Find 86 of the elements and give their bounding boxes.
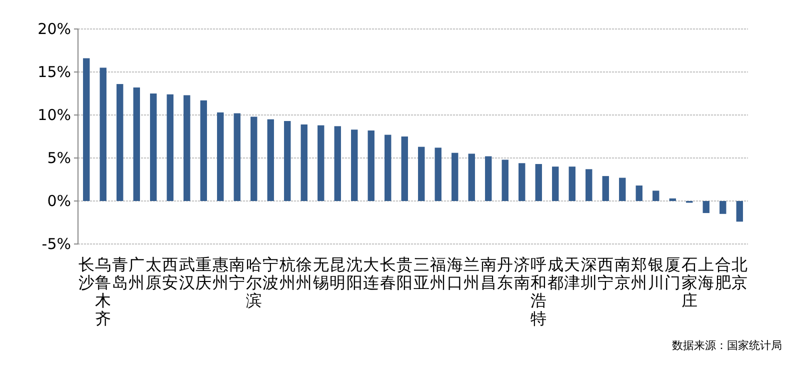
x-tick-label: 西安 [162, 255, 178, 292]
bar [702, 201, 710, 214]
bar [150, 94, 157, 201]
bar [652, 190, 660, 201]
x-tick-label: 上海 [698, 255, 714, 292]
bar [502, 160, 508, 201]
bar [184, 95, 190, 201]
bar [284, 121, 291, 201]
bar [116, 84, 124, 201]
x-tick-label: 宁波 [262, 255, 279, 292]
y-tick-label: 10% [38, 106, 71, 124]
bar [452, 152, 458, 201]
x-tick-label: 杭州 [278, 255, 296, 292]
x-tick-label: 重庆 [196, 255, 212, 292]
bar [736, 201, 743, 222]
x-tick-label: 武汉 [178, 255, 195, 292]
bar [368, 130, 374, 201]
bar [401, 136, 408, 201]
bar [586, 169, 592, 201]
bar [200, 100, 207, 201]
bar [418, 146, 425, 201]
bar [83, 58, 90, 201]
bar [300, 124, 308, 201]
x-tick-label: 合肥 [714, 255, 731, 292]
source-note: 数据来源：国家统计局 [672, 339, 782, 352]
x-tick-label: 惠州 [211, 255, 228, 292]
x-tick-label: 南京 [614, 255, 630, 292]
bar [250, 116, 258, 201]
bar [602, 176, 609, 201]
x-tick-label: 福州 [430, 255, 446, 292]
bar [485, 156, 492, 201]
bar [518, 163, 526, 201]
x-tick-label: 沈阳 [346, 255, 362, 292]
bar [669, 198, 676, 201]
y-tick-label: -5% [42, 234, 71, 253]
x-tick-label: 大连 [363, 255, 380, 292]
x-tick-label: 西宁 [598, 255, 614, 292]
x-tick-label: 太原 [145, 255, 162, 292]
x-tick-label: 天津 [564, 255, 580, 292]
x-tick-label: 哈尔滨 [246, 255, 262, 310]
bar [552, 166, 559, 201]
bar [234, 113, 240, 201]
bar [468, 154, 475, 201]
x-tick-label: 呼和浩特 [530, 255, 547, 328]
bar [351, 130, 358, 201]
x-tick-label: 徐州 [296, 255, 312, 292]
x-tick-label: 海口 [446, 255, 463, 292]
bar [318, 125, 324, 201]
bar [166, 94, 174, 201]
bar [636, 186, 642, 201]
x-tick-label: 昆明 [330, 255, 346, 292]
bar [720, 201, 726, 214]
x-tick-label: 银川 [646, 255, 664, 292]
x-tick-label: 成都 [547, 255, 564, 292]
y-tick-label: 15% [38, 62, 71, 81]
bar [267, 119, 274, 201]
x-tick-label: 南昌 [480, 255, 496, 292]
x-tick-label: 贵阳 [396, 255, 413, 292]
x-tick-label: 长春 [380, 255, 396, 292]
x-tick-label: 兰州 [464, 255, 480, 292]
x-tick-label: 广州 [128, 255, 145, 292]
bar [568, 166, 576, 201]
y-tick-label: 20% [38, 20, 71, 38]
x-tick-label: 三亚 [413, 255, 430, 292]
x-tick-label: 青岛 [112, 255, 128, 292]
x-tick-label: 无锡 [312, 255, 329, 292]
x-tick-label: 石家庄 [681, 255, 698, 310]
bar [619, 178, 626, 201]
y-tick-label: 0% [47, 192, 71, 210]
y-tick-label: 5% [47, 148, 71, 167]
x-tick-label: 郑州 [631, 255, 648, 292]
bar [217, 112, 224, 201]
x-tick-label: 乌鲁木齐 [95, 255, 112, 328]
x-tick-label: 厦门 [664, 255, 681, 292]
bar [535, 164, 542, 201]
x-tick-label: 深圳 [580, 255, 597, 292]
bar [434, 148, 442, 201]
bar [384, 134, 392, 201]
x-tick-label: 南宁 [229, 255, 246, 292]
bar [334, 126, 341, 201]
x-tick-label: 丹东 [497, 255, 514, 292]
bar [133, 87, 140, 201]
x-tick-label: 长沙 [78, 255, 94, 292]
bar [100, 68, 106, 201]
x-tick-label: 济南 [514, 255, 530, 292]
x-tick-label: 北京 [732, 255, 748, 292]
